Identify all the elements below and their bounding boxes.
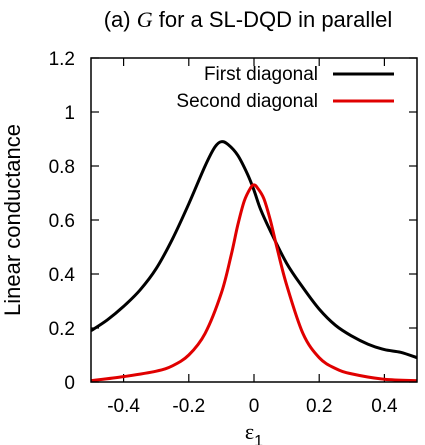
x-axis-label-base: ε	[245, 419, 254, 444]
x-tick-label: 0.4	[371, 396, 398, 417]
chart-title-italic: G	[137, 7, 153, 32]
y-tick-label: 0.2	[49, 319, 75, 340]
x-tick-label: -0.2	[172, 396, 205, 417]
series-line-2	[91, 183, 417, 382]
y-tick-label: 0.6	[49, 211, 75, 232]
plot-frame	[90, 57, 418, 383]
y-tick-label: 0	[64, 373, 75, 394]
y-axis-label: Linear conductance	[0, 124, 25, 316]
series-line-1	[91, 140, 417, 360]
x-tick-label: -0.4	[107, 396, 140, 417]
chart-title-suffix: for a SL-DQD in parallel	[153, 7, 393, 32]
axis-ticks: -0.4 -0.2 0 0.2 0.4 0 0.2 0.4 0.6 0.8 1 1.2	[49, 49, 417, 417]
x-tick-label: 0.2	[306, 396, 332, 417]
legend-label-1: First diagonal	[204, 64, 318, 85]
x-tick-label: 0	[249, 396, 260, 417]
legend: First diagonal Second diagonal	[176, 64, 394, 112]
y-tick-label: 1	[64, 103, 75, 124]
legend-label-2: Second diagonal	[176, 91, 318, 112]
chart-title: (a) G for a SL-DQD in parallel	[104, 7, 393, 32]
series-layer	[91, 140, 417, 382]
x-axis-label: ε1	[245, 419, 263, 445]
y-tick-label: 0.8	[49, 157, 75, 178]
y-tick-label: 0.4	[49, 265, 76, 286]
chart-title-prefix: (a)	[104, 7, 137, 32]
y-tick-label: 1.2	[49, 49, 75, 70]
x-axis-label-subscript: 1	[254, 433, 263, 445]
